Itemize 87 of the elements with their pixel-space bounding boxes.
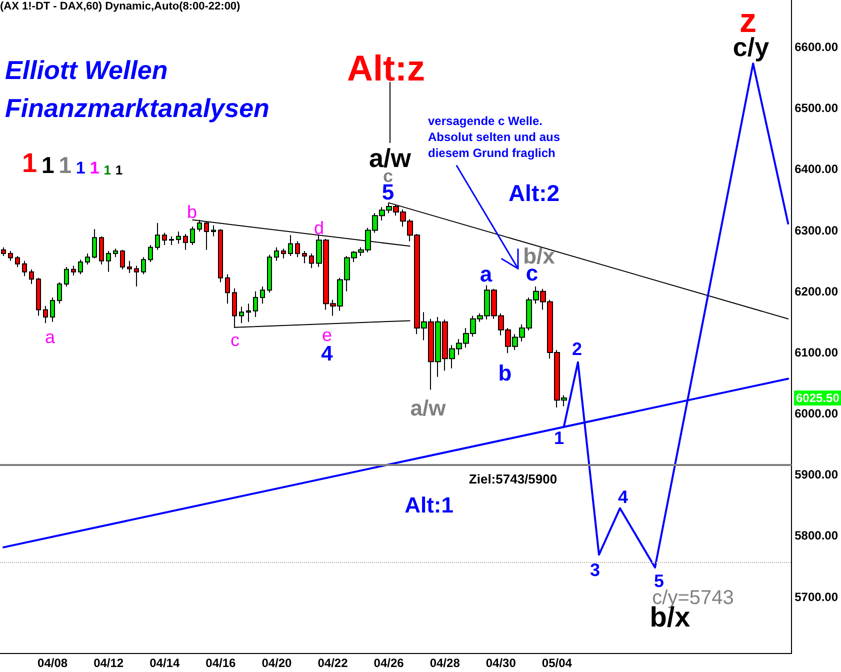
annotation: e <box>322 325 332 345</box>
annotation: 2 <box>572 339 582 359</box>
candlestick <box>134 265 139 287</box>
annotation: versagende c Welle. Absolut selten und aus diesem Grund fraglich <box>428 114 560 160</box>
x-tick-label: 04/28 <box>430 656 460 670</box>
x-tick-label: 04/22 <box>318 656 348 670</box>
text: 6025.50 <box>796 391 840 405</box>
annotation: d <box>314 218 324 238</box>
annotation: a/w <box>410 396 447 420</box>
candlestick <box>169 236 174 246</box>
candlestick <box>99 236 104 265</box>
annotation: Ziel:5743/5900 <box>468 472 558 486</box>
candlestick <box>225 274 230 304</box>
candlestick <box>8 250 13 262</box>
candlestick <box>162 232 167 246</box>
candlestick <box>43 306 48 324</box>
y-tick-label: 6500.00 <box>794 101 838 116</box>
candlestick <box>295 240 300 258</box>
annotation: Finanzmarktanalysen <box>5 93 270 123</box>
candlestick <box>29 268 34 285</box>
candlestick <box>176 231 181 244</box>
annotation: Alt:z <box>347 48 425 88</box>
candlestick <box>36 277 41 316</box>
candlestick <box>288 234 293 256</box>
candlestick <box>120 249 125 270</box>
candlestick <box>260 286 265 304</box>
annotation: Alt:1 <box>404 492 454 518</box>
candlestick <box>253 290 258 318</box>
y-tick-label: 6400.00 <box>794 162 838 176</box>
candlestick <box>183 233 188 250</box>
candlestick <box>50 296 55 322</box>
candlestick <box>155 222 160 250</box>
annotation: a <box>480 262 493 286</box>
chart-title: (AX 1!-DT - DAX,60) Dynamic,Auto(8:00-22:00) <box>0 0 241 12</box>
candlestick <box>246 303 251 322</box>
y-tick-label: 5900.00 <box>794 468 838 482</box>
y-tick-label: 6000.00 <box>794 406 838 421</box>
candlestick <box>302 250 307 264</box>
annotation: a <box>44 327 56 347</box>
annotation: b <box>186 202 198 222</box>
x-tick-label: 04/30 <box>486 656 516 670</box>
annotation: 1 1 1 1 1 1 1 <box>22 148 123 178</box>
candlestick <box>267 254 272 294</box>
annotation: 1 <box>554 428 564 448</box>
candlestick <box>1 246 6 256</box>
annotation: 4 <box>618 487 628 507</box>
candlestick <box>281 248 286 259</box>
annotation: 4 <box>321 342 334 366</box>
candlestick <box>57 282 62 304</box>
candlestick <box>218 228 223 283</box>
y-tick-label: 5700.00 <box>794 590 838 604</box>
candlestick <box>64 266 69 287</box>
x-tick-label: 04/08 <box>38 656 68 670</box>
candlestick <box>309 253 314 269</box>
y-tick-label: 6200.00 <box>794 284 838 298</box>
x-tick-label: 04/16 <box>206 656 236 670</box>
candlestick <box>106 250 111 272</box>
candlestick <box>141 256 146 275</box>
x-tick-label: 04/20 <box>262 656 292 670</box>
candlestick <box>239 306 244 324</box>
x-tick-label: 04/26 <box>374 656 404 670</box>
x-tick-label: 04/12 <box>94 656 124 670</box>
candlestick <box>85 253 90 265</box>
y-tick-label: 6600.00 <box>794 40 838 54</box>
candlestick <box>274 246 279 262</box>
y-tick-label: 6300.00 <box>794 223 838 238</box>
annotation: 5 <box>654 571 664 591</box>
candlestick <box>148 244 153 263</box>
annotation: 3 <box>590 560 600 580</box>
candlestick <box>15 255 20 268</box>
candlestick <box>92 228 97 259</box>
candlestick <box>22 260 27 277</box>
annotation: a/w <box>369 143 412 173</box>
y-tick-label: 6100.00 <box>794 345 838 360</box>
candlestick <box>113 248 118 258</box>
x-tick-label: 04/14 <box>150 656 180 670</box>
candlestick <box>127 260 132 274</box>
candlestick <box>71 265 76 276</box>
candlestick <box>190 226 195 246</box>
annotation: c <box>230 330 240 350</box>
annotation: Elliott Wellen <box>5 55 168 85</box>
annotation: b <box>498 360 512 386</box>
x-tick-label: 05/04 <box>542 656 572 670</box>
y-tick-label: 5800.00 <box>794 528 838 543</box>
candlestick <box>78 259 83 275</box>
annotation: Alt:2 <box>508 180 560 206</box>
candlestick <box>211 224 216 237</box>
